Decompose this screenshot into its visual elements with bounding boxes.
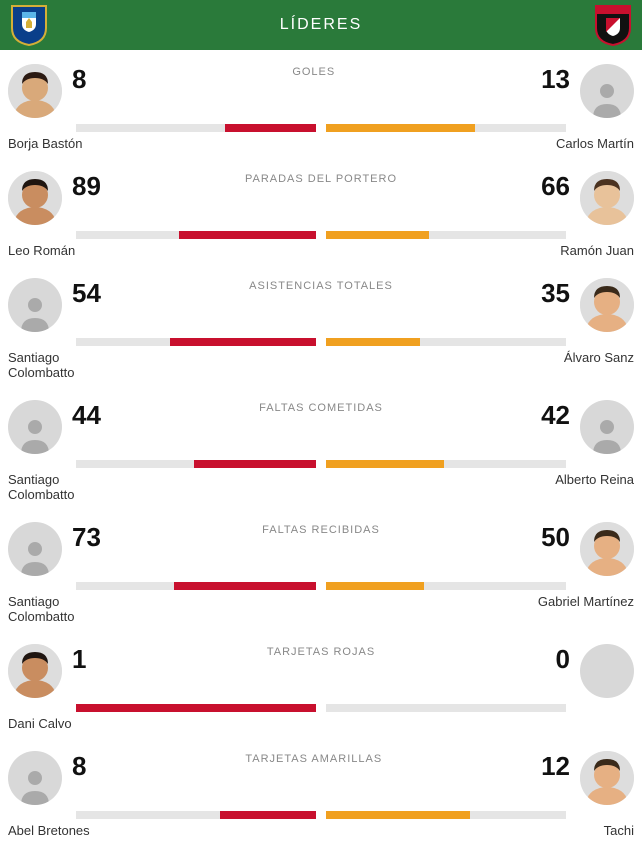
stat-bars xyxy=(76,124,566,132)
player-name-left: Borja Bastón xyxy=(8,136,82,151)
bar-track-left xyxy=(76,811,316,819)
player-avatar-right[interactable] xyxy=(580,278,634,332)
player-avatar-right[interactable] xyxy=(580,400,634,454)
player-avatar-right[interactable] xyxy=(580,64,634,118)
stat-value-right: 12 xyxy=(541,751,570,782)
stat-value-left: 54 xyxy=(72,278,101,309)
stat-bars xyxy=(76,338,566,346)
bar-track-left xyxy=(76,338,316,346)
stat-title: GOLES xyxy=(86,64,541,78)
stat-value-right: 66 xyxy=(541,171,570,202)
stat-value-right: 50 xyxy=(541,522,570,553)
player-avatar-left[interactable] xyxy=(8,278,62,332)
player-name-left: Leo Román xyxy=(8,243,75,258)
player-name-right: Tachi xyxy=(604,823,634,838)
stat-value-left: 44 xyxy=(72,400,101,431)
bar-track-right xyxy=(326,811,566,819)
stat-title: ASISTENCIAS TOTALES xyxy=(101,278,541,292)
player-name-right: Álvaro Sanz xyxy=(564,350,634,380)
stat-row: 73 FALTAS RECIBIDAS 50 Santiago Colombat… xyxy=(0,508,642,630)
stat-row: 44 FALTAS COMETIDAS 42 Santiago Colombat… xyxy=(0,386,642,508)
stat-value-left: 8 xyxy=(72,751,86,782)
player-name-right: Alberto Reina xyxy=(555,472,634,502)
player-name-left: Santiago Colombatto xyxy=(8,350,108,380)
stat-bars xyxy=(76,704,566,712)
bar-track-right xyxy=(326,582,566,590)
stat-bars xyxy=(76,460,566,468)
player-avatar-right[interactable] xyxy=(580,644,634,698)
bar-fill-right xyxy=(326,231,429,239)
stat-value-right: 13 xyxy=(541,64,570,95)
bar-track-left xyxy=(76,124,316,132)
player-avatar-left[interactable] xyxy=(8,171,62,225)
bar-fill-right xyxy=(326,460,444,468)
stat-value-left: 73 xyxy=(72,522,101,553)
stat-row: 8 GOLES 13 Borja Bastón Carlos Martín xyxy=(0,50,642,157)
bar-track-right xyxy=(326,338,566,346)
player-avatar-left[interactable] xyxy=(8,400,62,454)
stat-value-right: 0 xyxy=(556,644,570,675)
bar-fill-right xyxy=(326,811,470,819)
stat-bars xyxy=(76,231,566,239)
player-name-left: Santiago Colombatto xyxy=(8,472,108,502)
stat-title: FALTAS COMETIDAS xyxy=(101,400,541,414)
stat-value-right: 42 xyxy=(541,400,570,431)
player-name-left: Dani Calvo xyxy=(8,716,72,731)
bar-fill-left xyxy=(76,704,316,712)
bar-track-right xyxy=(326,460,566,468)
stat-title: TARJETAS AMARILLAS xyxy=(86,751,541,765)
stats-container: 8 GOLES 13 Borja Bastón Carlos Martín 89… xyxy=(0,50,642,844)
away-team-crest xyxy=(592,4,634,46)
stat-row: 1 TARJETAS ROJAS 0 Dani Calvo xyxy=(0,630,642,737)
header: LÍDERES xyxy=(0,0,642,50)
stat-row: 54 ASISTENCIAS TOTALES 35 Santiago Colom… xyxy=(0,264,642,386)
stat-row: 8 TARJETAS AMARILLAS 12 Abel Bretones Ta… xyxy=(0,737,642,844)
bar-track-left xyxy=(76,460,316,468)
bar-track-left xyxy=(76,582,316,590)
player-name-right: Carlos Martín xyxy=(556,136,634,151)
player-name-right: Gabriel Martínez xyxy=(538,594,634,624)
stat-value-left: 1 xyxy=(72,644,86,675)
player-name-left: Santiago Colombatto xyxy=(8,594,108,624)
bar-track-right xyxy=(326,704,566,712)
bar-track-right xyxy=(326,231,566,239)
bar-fill-left xyxy=(174,582,316,590)
stat-row: 89 PARADAS DEL PORTERO 66 Leo Román Ramó… xyxy=(0,157,642,264)
player-avatar-left[interactable] xyxy=(8,751,62,805)
player-avatar-left[interactable] xyxy=(8,522,62,576)
home-team-crest xyxy=(8,4,50,46)
bar-fill-right xyxy=(326,338,420,346)
header-title: LÍDERES xyxy=(280,16,362,34)
player-name-right: Ramón Juan xyxy=(560,243,634,258)
stat-value-right: 35 xyxy=(541,278,570,309)
player-avatar-left[interactable] xyxy=(8,64,62,118)
player-name-left: Abel Bretones xyxy=(8,823,90,838)
bar-fill-left xyxy=(194,460,316,468)
bar-fill-right xyxy=(326,124,475,132)
stat-title: TARJETAS ROJAS xyxy=(86,644,555,658)
bar-fill-left xyxy=(225,124,316,132)
stat-title: FALTAS RECIBIDAS xyxy=(101,522,541,536)
bar-fill-left xyxy=(220,811,316,819)
stat-value-left: 8 xyxy=(72,64,86,95)
bar-track-left xyxy=(76,231,316,239)
bar-track-left xyxy=(76,704,316,712)
stat-bars xyxy=(76,582,566,590)
stat-bars xyxy=(76,811,566,819)
player-avatar-left[interactable] xyxy=(8,644,62,698)
bar-fill-left xyxy=(170,338,316,346)
stat-title: PARADAS DEL PORTERO xyxy=(101,171,541,185)
bar-fill-right xyxy=(326,582,424,590)
player-avatar-right[interactable] xyxy=(580,171,634,225)
player-avatar-right[interactable] xyxy=(580,522,634,576)
bar-fill-left xyxy=(179,231,316,239)
bar-track-right xyxy=(326,124,566,132)
stat-value-left: 89 xyxy=(72,171,101,202)
player-avatar-right[interactable] xyxy=(580,751,634,805)
